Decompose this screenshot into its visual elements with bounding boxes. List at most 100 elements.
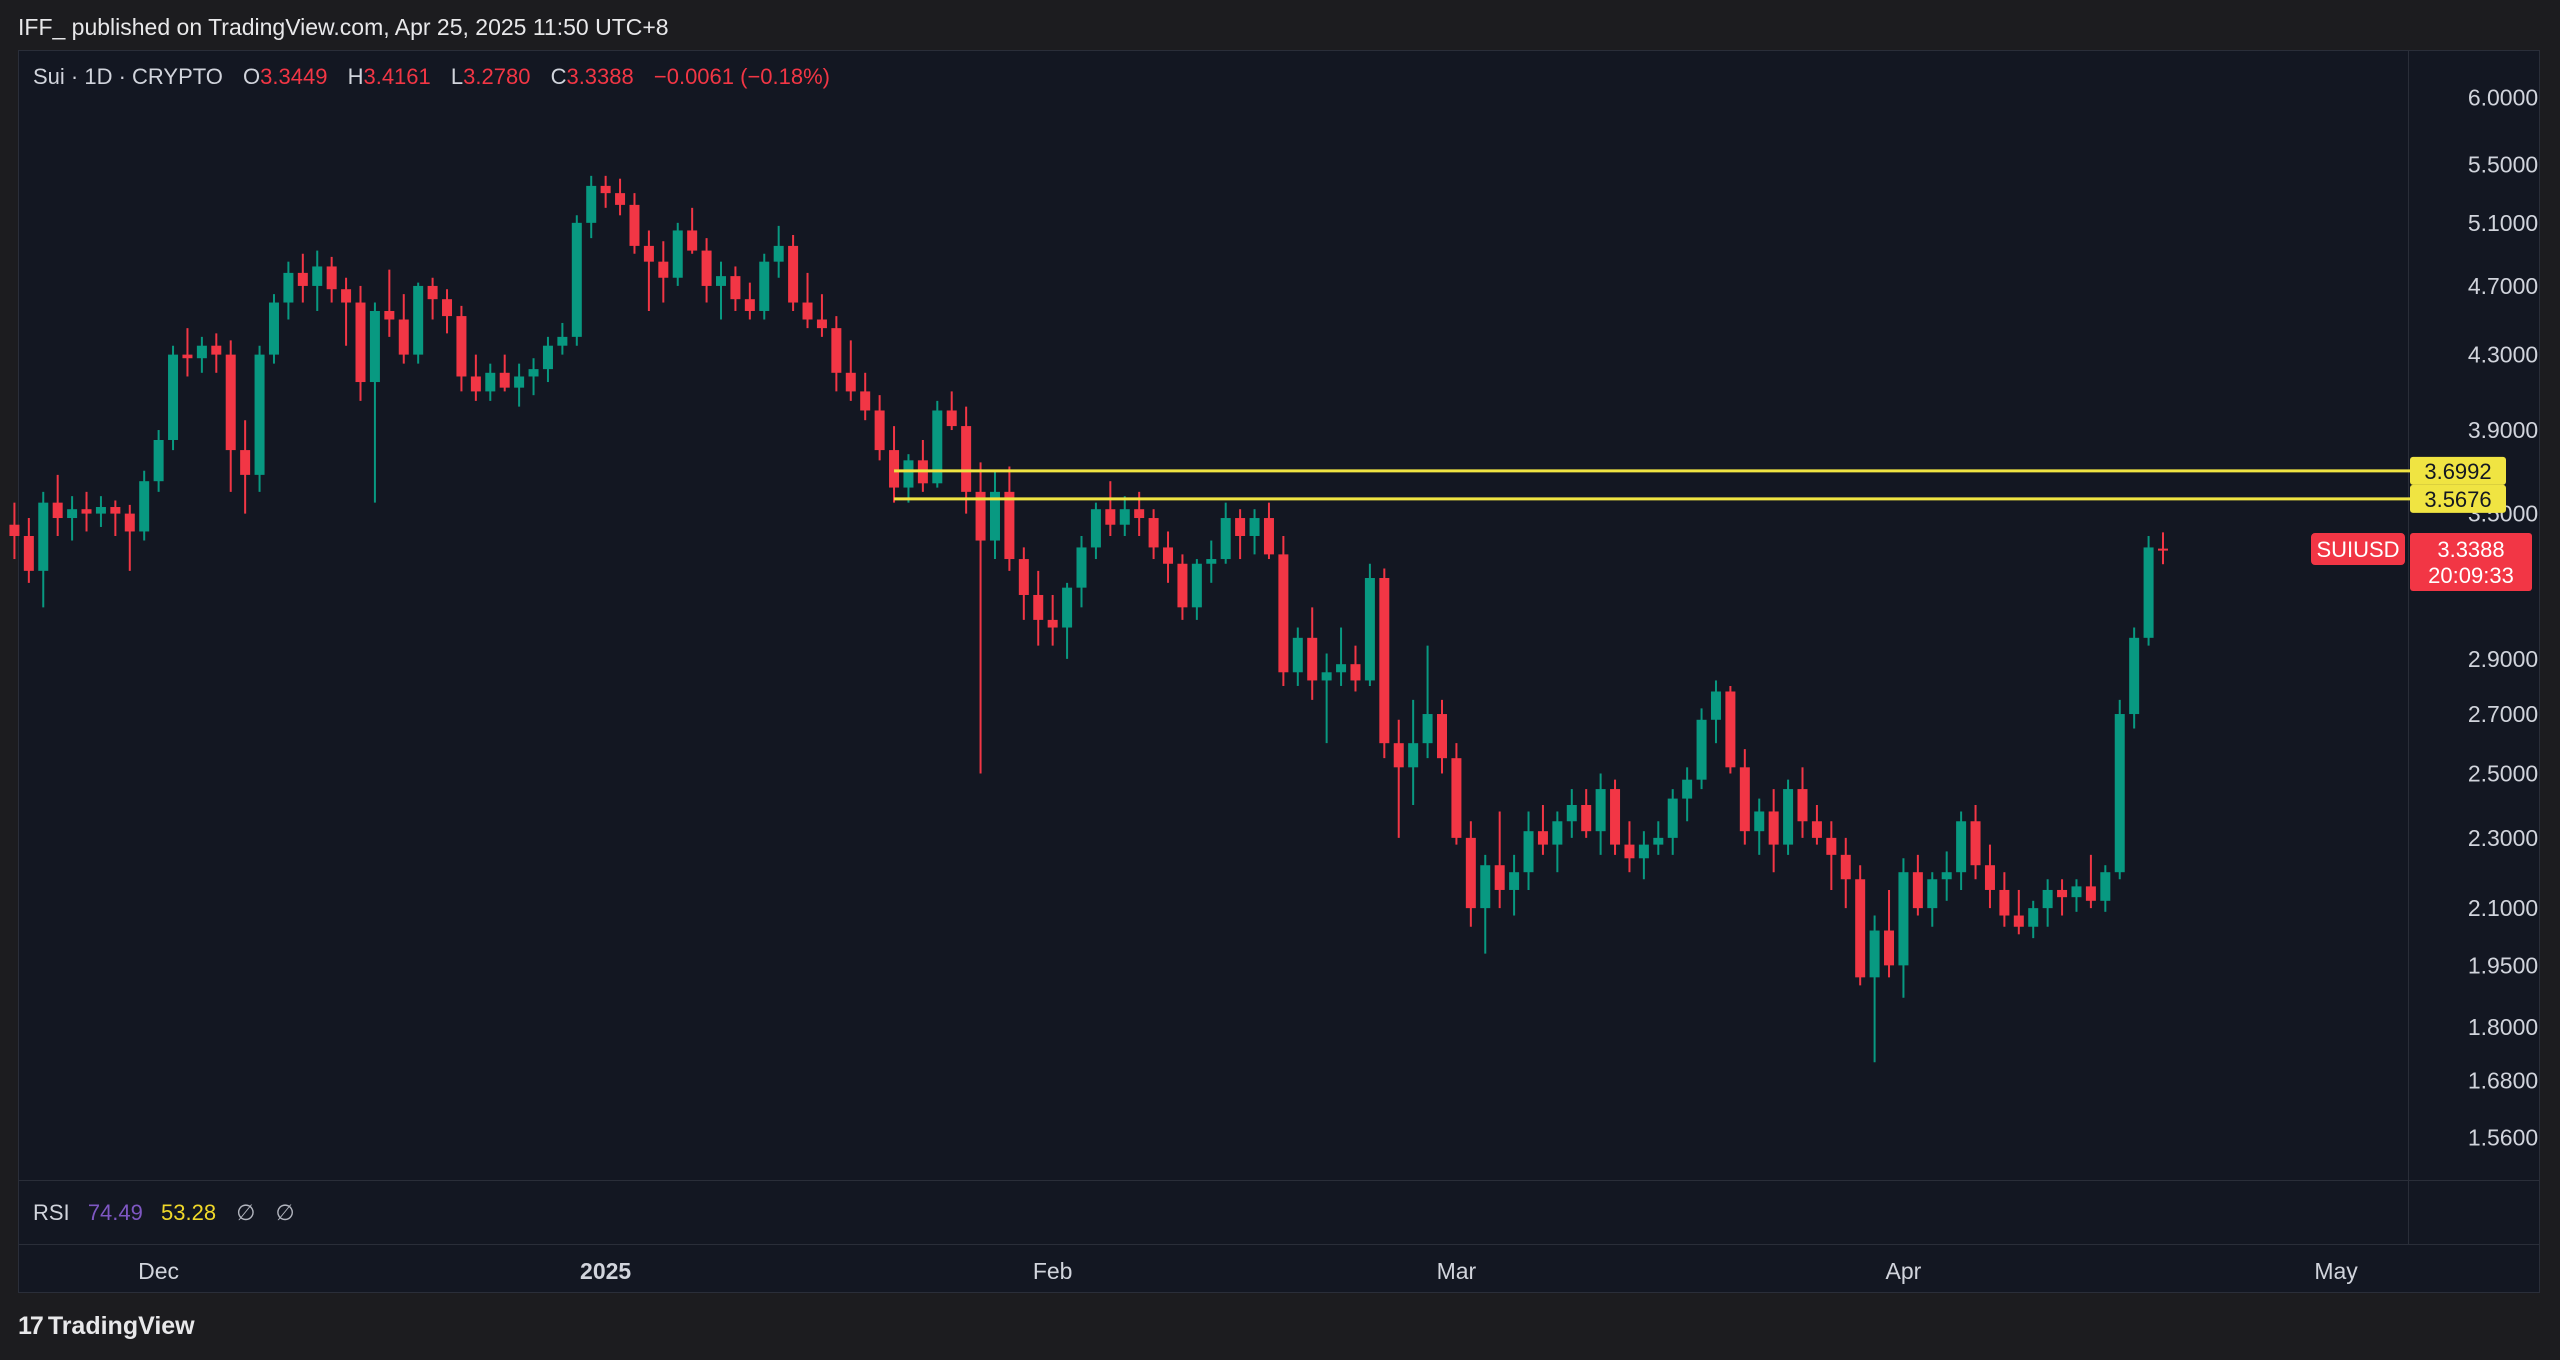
candle <box>2100 865 2111 912</box>
candle <box>1811 805 1822 845</box>
candle-body <box>1855 879 1866 978</box>
candle-body <box>2042 889 2053 909</box>
candle-body <box>1350 664 1361 681</box>
candle-body <box>2071 886 2082 898</box>
price-axis-separator <box>2408 50 2409 1244</box>
rsi-name[interactable]: RSI <box>33 1200 70 1225</box>
candle-body <box>1783 789 1794 845</box>
candle-body <box>456 316 467 377</box>
candle <box>643 230 654 311</box>
candle-body <box>1278 554 1289 673</box>
candle <box>542 336 553 383</box>
time-tick-label: Apr <box>1886 1258 1922 1284</box>
candle <box>196 336 207 373</box>
rsi-na-2: ∅ <box>275 1200 295 1225</box>
candle-body <box>1494 865 1505 890</box>
candle <box>1119 496 1130 536</box>
candle-body <box>571 222 582 337</box>
candle <box>2057 879 2068 916</box>
candle-body <box>95 507 106 514</box>
candle-body <box>1451 758 1462 838</box>
candle-body <box>903 460 914 488</box>
candle <box>1451 743 1462 845</box>
candle-body <box>182 354 193 359</box>
candle <box>283 261 294 320</box>
candle-body <box>2158 548 2168 551</box>
candle <box>672 222 683 286</box>
price-tick-label: 4.3000 <box>2468 342 2538 368</box>
candle-body <box>1249 518 1260 536</box>
candle-body <box>1263 518 1274 555</box>
candle <box>975 462 986 774</box>
candle <box>1249 509 1260 555</box>
candle-body <box>81 509 92 514</box>
candle <box>312 250 323 311</box>
candle <box>1220 502 1231 564</box>
candle <box>1062 582 1073 659</box>
time-tick-label: May <box>2314 1258 2358 1284</box>
candle-body <box>413 285 424 355</box>
candle <box>2028 900 2039 939</box>
candle <box>1105 481 1116 536</box>
candle <box>1191 559 1202 620</box>
low-value: 3.2780 <box>463 64 531 89</box>
candle <box>1826 821 1837 890</box>
symbol-price-tag-text: SUIUSD <box>2316 537 2399 562</box>
candle <box>946 391 957 431</box>
candle-body <box>1624 844 1635 859</box>
candle <box>2013 889 2024 935</box>
candle-body <box>1537 831 1548 845</box>
candle <box>1739 749 1750 845</box>
candle-body <box>557 336 568 346</box>
candle-body <box>326 266 337 290</box>
candle-body <box>1941 872 1952 880</box>
candle-body <box>759 261 770 311</box>
tradingview-logo[interactable]: 17 TradingView <box>18 1312 195 1341</box>
candle-body <box>1811 821 1822 838</box>
candle <box>1783 779 1794 855</box>
candle <box>326 256 337 303</box>
pane-separator[interactable] <box>18 1180 2540 1181</box>
candle-body <box>1480 865 1491 909</box>
candle <box>1566 789 1577 838</box>
candle-body <box>268 302 279 355</box>
candle-body <box>1336 664 1347 673</box>
candle <box>225 340 236 492</box>
symbol-legend[interactable]: Sui · 1D · CRYPTO O3.3449 H3.4161 L3.278… <box>33 64 830 90</box>
level-price-badge-text: 3.5676 <box>2424 487 2491 512</box>
candle <box>1970 805 1981 880</box>
candle-body <box>932 410 943 484</box>
candle <box>932 400 943 488</box>
candle <box>268 294 279 364</box>
candle-body <box>1191 563 1202 608</box>
candle-body <box>1134 509 1145 519</box>
candle <box>1884 889 1895 978</box>
candle <box>341 277 352 346</box>
candle <box>384 269 395 337</box>
candle-body <box>1984 865 1995 890</box>
candle <box>874 395 885 461</box>
symbol-title[interactable]: Sui · 1D · CRYPTO <box>33 64 223 89</box>
candle <box>1033 570 1044 646</box>
candle-body <box>1552 821 1563 845</box>
rsi-value: 74.49 <box>87 1200 143 1225</box>
candle <box>1278 535 1289 686</box>
candle <box>1336 627 1347 686</box>
candle <box>1437 699 1447 774</box>
candle-body <box>2085 886 2096 901</box>
candle-body <box>1768 811 1779 845</box>
rsi-legend[interactable]: RSI 74.49 53.28 ∅ ∅ <box>33 1200 295 1226</box>
candle-body <box>38 502 49 571</box>
low-label: L <box>450 64 464 89</box>
candle-body <box>1307 637 1318 681</box>
candle-body <box>384 310 395 320</box>
candle-body <box>687 230 698 251</box>
candle-body <box>845 372 856 392</box>
candle <box>917 439 928 492</box>
candle <box>23 518 34 583</box>
candle-body <box>1826 837 1837 855</box>
candle-body <box>254 354 265 475</box>
candle-body <box>730 276 741 300</box>
candle <box>1465 821 1476 927</box>
